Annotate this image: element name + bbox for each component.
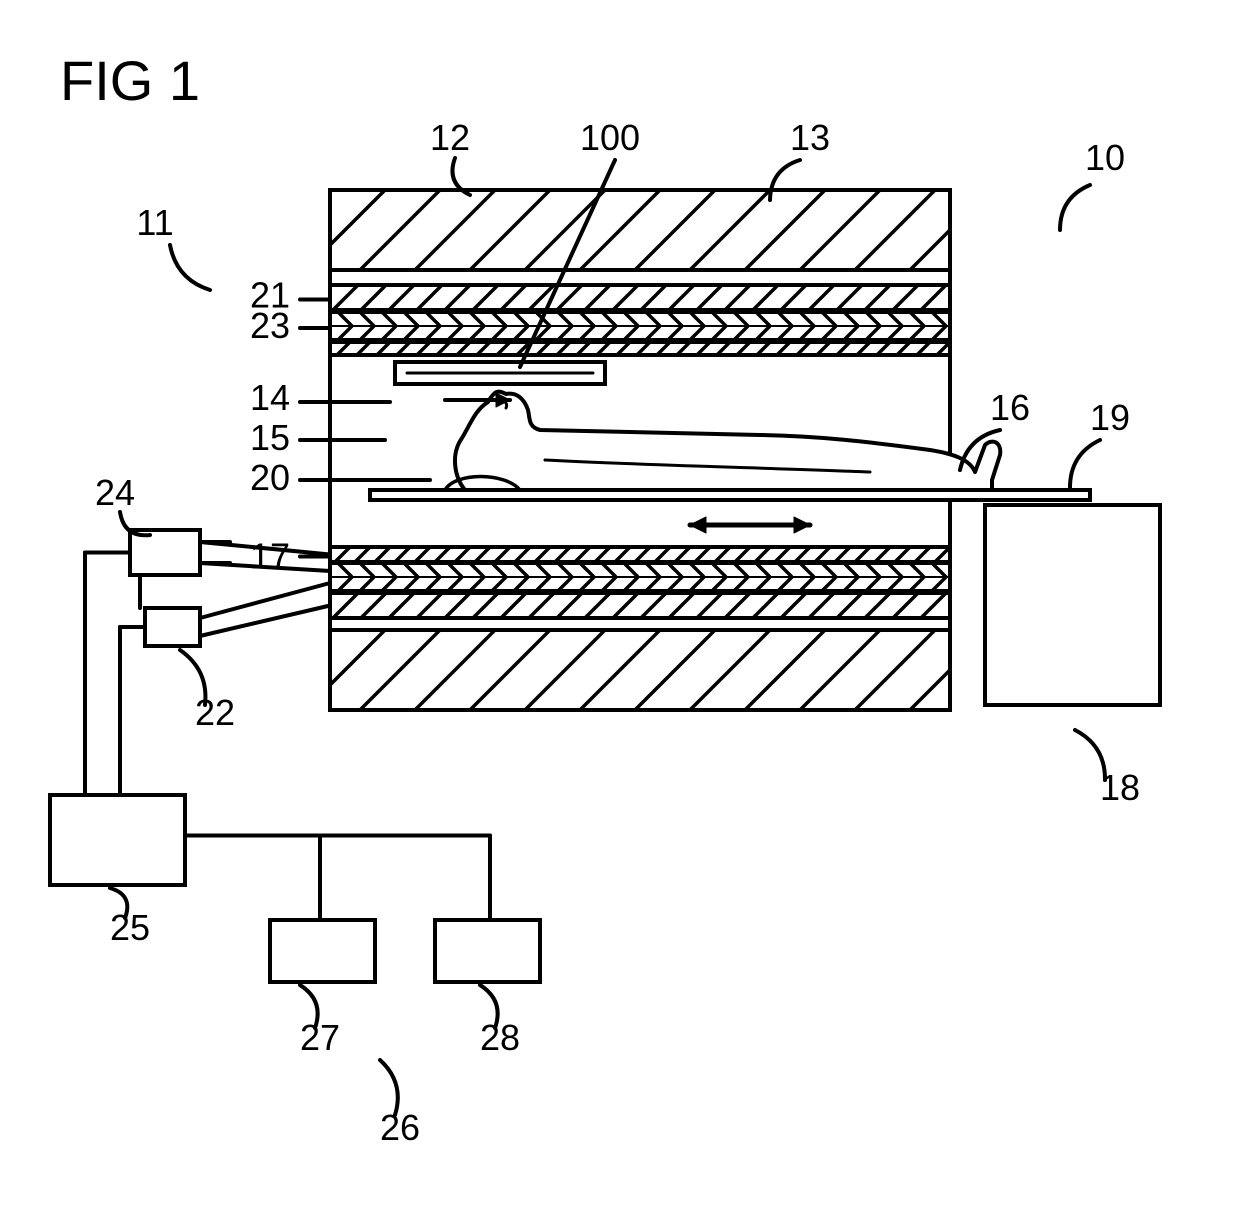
label-24: 24 — [95, 472, 135, 513]
label-22: 22 — [195, 692, 235, 733]
label-11: 11 — [136, 202, 173, 243]
label-14: 14 — [250, 377, 290, 418]
label-23: 23 — [250, 305, 290, 346]
label-10: 10 — [1085, 137, 1125, 178]
label-20: 20 — [250, 457, 290, 498]
label-15: 15 — [250, 417, 290, 458]
label-16: 16 — [990, 387, 1030, 428]
figure-title: FIG 1 — [60, 49, 200, 112]
label-12: 12 — [430, 117, 470, 158]
label-13: 13 — [790, 117, 830, 158]
label-19: 19 — [1090, 397, 1130, 438]
label-28: 28 — [480, 1017, 520, 1058]
label-27: 27 — [300, 1017, 340, 1058]
label-26: 26 — [380, 1107, 420, 1148]
label-17: 17 — [250, 536, 290, 577]
label-100: 100 — [580, 117, 640, 158]
label-25: 25 — [110, 907, 150, 948]
